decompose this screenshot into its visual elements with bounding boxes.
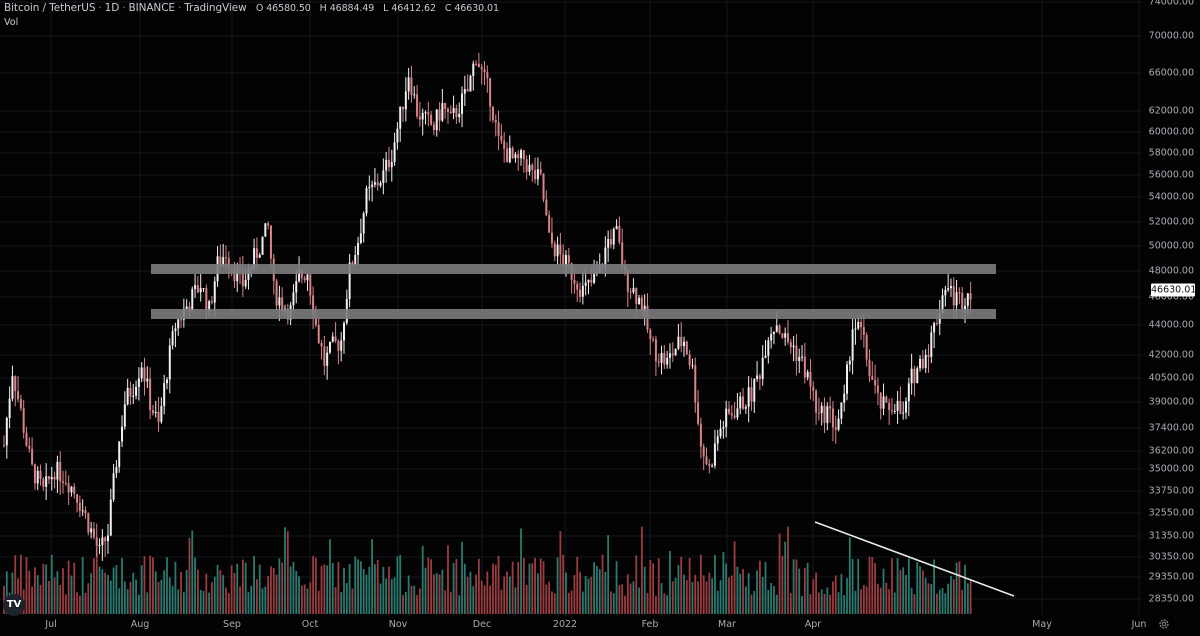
- candles: [3, 52, 972, 562]
- time-tick-label: Nov: [388, 619, 408, 630]
- price-chart-plot[interactable]: [0, 0, 1141, 614]
- close-value: 46630.01: [454, 3, 499, 14]
- price-tick-label: 62000.00: [1148, 105, 1194, 117]
- high-label: H: [319, 3, 327, 14]
- price-tick-label: 33750.00: [1148, 485, 1194, 497]
- time-tick-label: Mar: [718, 619, 736, 630]
- volume-bars: [3, 526, 972, 614]
- time-tick-label: Oct: [301, 619, 319, 630]
- symbol-name[interactable]: Bitcoin / TetherUS: [4, 2, 96, 14]
- price-tick-label: 60000.00: [1148, 126, 1194, 138]
- ohlc-values: O 46580.50 H 46884.49 L 46412.62 C 46630.01: [256, 3, 505, 14]
- low-value: 46412.62: [391, 3, 436, 14]
- volume-legend[interactable]: Vol: [4, 17, 19, 28]
- price-tick-label: 70000.00: [1148, 30, 1194, 42]
- price-tick-label: 50000.00: [1148, 240, 1194, 252]
- time-tick-label: 2022: [552, 619, 578, 630]
- price-tick-label: 28350.00: [1148, 593, 1194, 605]
- time-tick-label: Jun: [1131, 619, 1147, 630]
- time-tick-label: May: [1032, 619, 1052, 630]
- price-tick-label: 40500.00: [1148, 372, 1194, 384]
- last-price-badge: 46630.01: [1151, 283, 1197, 297]
- time-tick-label: Aug: [130, 619, 150, 630]
- exchange-label: BINANCE: [128, 2, 176, 14]
- price-tick-label: 54000.00: [1148, 191, 1194, 203]
- price-tick-label: 37400.00: [1148, 422, 1194, 434]
- low-label: L: [383, 3, 389, 14]
- time-tick-label: Apr: [804, 619, 822, 630]
- price-tick-label: 52000.00: [1148, 216, 1194, 228]
- price-tick-label: 48000.00: [1148, 265, 1194, 277]
- support-zone: [151, 309, 996, 319]
- price-tick-label: 58000.00: [1148, 147, 1194, 159]
- time-axis[interactable]: Jul Aug Sep Oct Nov Dec 2022 Feb Mar Apr May Jun: [0, 614, 1146, 636]
- price-tick-label: 30350.00: [1148, 551, 1194, 563]
- resistance-zone: [151, 264, 996, 274]
- price-tick-label: 66000.00: [1148, 67, 1194, 79]
- price-tick-label: 74000.00: [1148, 0, 1194, 8]
- open-value: 46580.50: [266, 3, 311, 14]
- high-value: 46884.49: [329, 3, 375, 14]
- price-tick-label: 42000.00: [1148, 349, 1194, 361]
- price-tick-label: 46000.00: [1148, 291, 1194, 303]
- time-tick-label: Feb: [641, 619, 659, 630]
- time-tick-label: Jul: [45, 619, 57, 630]
- price-tick-label: 39000.00: [1148, 396, 1194, 408]
- tradingview-logo-icon[interactable]: TV: [3, 594, 25, 616]
- price-tick-label: 29350.00: [1148, 571, 1194, 583]
- price-tick-label: 44000.00: [1148, 319, 1194, 331]
- price-axis[interactable]: 74000.00 70000.00 66000.00 62000.00 60000.00…: [1141, 0, 1200, 614]
- symbol-legend: Bitcoin / TetherUS · 1D · BINANCE · TradingVie…: [4, 2, 505, 14]
- price-tick-label: 32550.00: [1148, 507, 1194, 519]
- price-tick-label: 35000.00: [1148, 463, 1194, 475]
- source-label: TradingView: [184, 2, 247, 14]
- price-tick-label: 56000.00: [1148, 169, 1194, 181]
- close-label: C: [444, 3, 452, 14]
- volume-trendline: [814, 521, 1015, 597]
- settings-gear-icon[interactable]: [1157, 617, 1171, 631]
- time-tick-label: Sep: [223, 619, 241, 630]
- price-tick-label: 31350.00: [1148, 530, 1194, 542]
- interval-label[interactable]: 1D: [104, 2, 120, 14]
- time-tick-label: Dec: [472, 619, 492, 630]
- open-label: O: [255, 3, 264, 14]
- price-tick-label: 36200.00: [1148, 445, 1194, 457]
